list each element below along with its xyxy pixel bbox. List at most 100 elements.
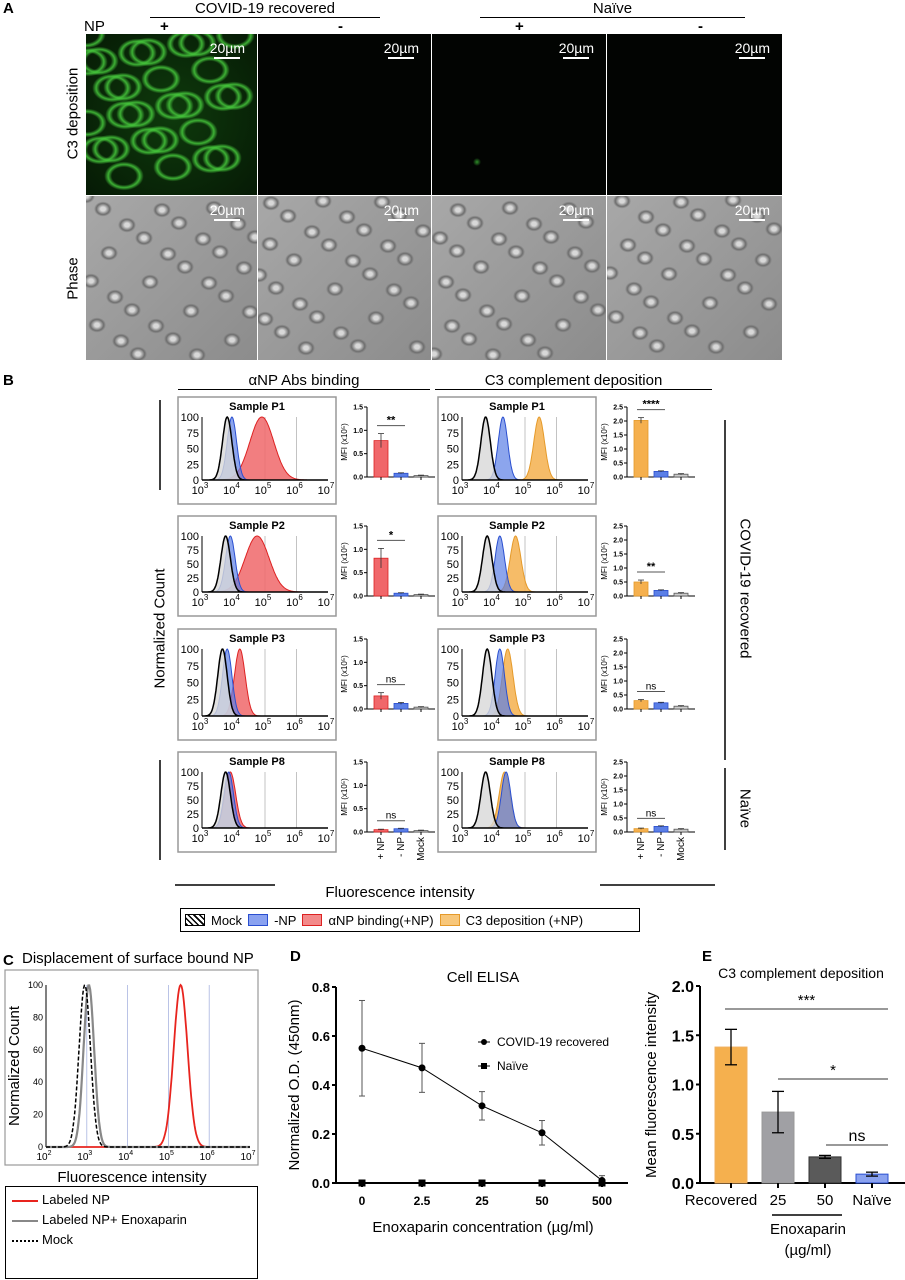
histogram-title: Sample P1 [229, 401, 285, 413]
y-tick-label: 75 [447, 545, 459, 557]
bar-y-tick-label: 0.0 [353, 594, 363, 601]
bar-category-label: - NP [656, 837, 667, 857]
tick-exponent: 5 [527, 829, 532, 838]
bar-y-tick-label: 0.5 [353, 570, 363, 577]
x-tick-label: 104 [483, 593, 500, 609]
x-tick-label: 105 [255, 593, 272, 609]
x-tick-label: 104 [223, 481, 240, 497]
x-tick-label: 107 [318, 717, 335, 733]
tick-base: 10 [483, 597, 495, 609]
tick-exponent: 4 [495, 829, 500, 838]
x-tick-label: 106 [286, 593, 303, 609]
legend-swatch-minus-np [248, 914, 269, 926]
x-tick-label: 103 [452, 481, 469, 497]
bar-y-tick-label: 1.5 [613, 552, 623, 559]
scale-bar-line [214, 219, 241, 221]
tick-exponent: 3 [204, 829, 209, 838]
y-tick-label: 25 [187, 573, 199, 585]
legend-text: Labeled NP [42, 1192, 110, 1207]
bar-y-tick-label: 0.5 [613, 816, 623, 823]
x-tick-label: 107 [318, 829, 335, 845]
legend-c3-deposition: C3 deposition (+NP) [465, 912, 584, 928]
y-tick-label: 25 [187, 809, 199, 821]
y-tick-label: 80 [33, 1012, 43, 1022]
y-tick-label: 0 [453, 587, 459, 599]
y-tick-label: 25 [447, 694, 459, 706]
y-tick-label: 0 [38, 1142, 43, 1152]
tick-base: 10 [515, 833, 527, 845]
x-tick-label: 50 [817, 1192, 834, 1209]
scale-bar-line [214, 57, 241, 59]
tick-exponent: 6 [298, 481, 303, 490]
y-tick-label: 50 [187, 795, 199, 807]
tick-base: 10 [223, 485, 235, 497]
np-state: - [698, 18, 703, 35]
x-tick-label: 105 [515, 829, 532, 845]
tick-exponent: 5 [527, 481, 532, 490]
tick-base: 10 [159, 1152, 171, 1163]
x-tick-label: 105 [159, 1150, 174, 1163]
tick-base: 10 [240, 1152, 252, 1163]
significance-label: ns [849, 1128, 866, 1145]
bar-y-axis-label: MFI (x10⁵) [340, 655, 349, 693]
y-tick-label: 25 [447, 573, 459, 585]
x-tick-label: 107 [578, 481, 595, 497]
x-tick-label: 106 [200, 1150, 215, 1163]
y-tick-label: 100 [181, 644, 199, 656]
y-tick-label: 0.5 [672, 1127, 694, 1144]
bar-y-tick-label: 2.0 [613, 651, 623, 658]
x-tick-label: 105 [515, 593, 532, 609]
panel-b-legend: Mock -NP αNP binding(+NP) C3 deposition … [180, 908, 640, 932]
legend-covid-recovered: COVID-19 recovered [497, 1035, 609, 1049]
tick-exponent: 3 [88, 1150, 92, 1157]
data-point-naive [418, 1179, 426, 1187]
bar [633, 700, 649, 710]
scale-bar: 20µm [210, 40, 245, 59]
data-point-naive [478, 1179, 486, 1187]
x-tick-label: 104 [483, 481, 500, 497]
x-tick-label: 103 [452, 829, 469, 845]
y-tick-label: 100 [181, 531, 199, 543]
tick-exponent: 5 [267, 829, 272, 838]
x-tick-label: 106 [546, 829, 563, 845]
x-tick-label: 103 [192, 717, 209, 733]
panel-c-frame [4, 969, 259, 1166]
y-tick-label: 75 [187, 661, 199, 673]
tick-base: 10 [483, 721, 495, 733]
scale-bar-label: 20µm [734, 40, 770, 56]
bar-y-tick-label: 1.5 [353, 637, 363, 644]
x-tick-label: 103 [452, 717, 469, 733]
tick-exponent: 4 [235, 829, 240, 838]
y-tick-label: 50 [447, 559, 459, 571]
x-tick-label: 104 [483, 829, 500, 845]
tick-exponent: 2 [48, 1150, 52, 1157]
tick-base: 10 [452, 485, 464, 497]
header-covid-recovered: COVID-19 recovered [150, 0, 380, 18]
x-tick-label: 105 [515, 717, 532, 733]
data-point-covid-recovered [358, 1044, 366, 1052]
tick-base: 10 [192, 597, 204, 609]
tick-base: 10 [192, 721, 204, 733]
data-point-covid-recovered [538, 1129, 546, 1137]
data-point-covid-recovered [478, 1102, 486, 1110]
bar-category-label: + NP [376, 837, 387, 860]
bar-y-tick-label: 2.5 [613, 760, 623, 767]
bar-category-label: + NP [636, 837, 647, 860]
tick-exponent: 5 [170, 1150, 174, 1157]
tick-base: 10 [578, 597, 590, 609]
c3-fluorescence-image: 20µm [86, 34, 257, 195]
significance-label: ** [387, 415, 396, 427]
bar [393, 472, 409, 478]
y-tick-label: 0.4 [312, 1078, 331, 1093]
legend-line-red [12, 1199, 38, 1202]
x-tick-label: 104 [118, 1150, 133, 1163]
y-tick-label: 40 [33, 1077, 43, 1087]
tick-exponent: 6 [558, 593, 563, 602]
x-axis-label: Enoxaparin concentration (µg/ml) [372, 1219, 593, 1236]
bar [633, 420, 649, 478]
y-tick-label: 100 [181, 767, 199, 779]
x-tick-label: 107 [318, 481, 335, 497]
tick-exponent: 7 [590, 829, 595, 838]
significance-label: ns [646, 808, 657, 819]
y-tick-label: 50 [447, 678, 459, 690]
